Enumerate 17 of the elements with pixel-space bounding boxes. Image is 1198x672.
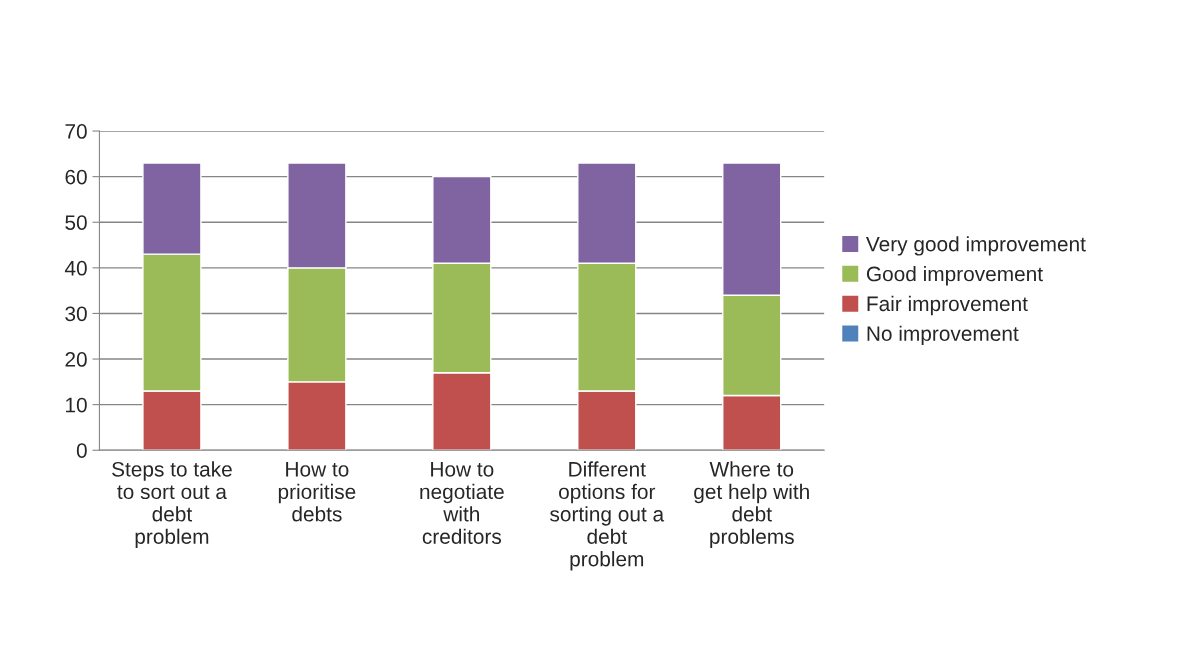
x-tick-label: Steps to take to sort out a debt problem (112, 461, 232, 549)
legend-label: No improvement (867, 325, 1019, 346)
legend-label: Fair improvement (867, 295, 1028, 316)
y-tick-label: 20 (65, 352, 87, 367)
y-tick-label: 70 (65, 124, 87, 139)
y-tick-label: 0 (76, 443, 87, 458)
x-tick-label: Where to get help with debt problems (694, 461, 809, 549)
legend-label: Very good improvement (865, 236, 1086, 256)
legend-label: Good improvement (866, 266, 1043, 286)
y-tick-label: 50 (65, 215, 87, 230)
y-tick-label: 40 (64, 260, 87, 276)
y-tick-label: 10 (66, 397, 87, 413)
y-tick-label: 60 (65, 169, 87, 185)
x-tick-label: How to prioritise debts (278, 462, 356, 522)
x-tick-label: Different options for sorting out a debt problem (550, 461, 665, 571)
x-tick-label: How to negotiate with creditors (420, 462, 504, 544)
y-tick-label: 30 (65, 306, 87, 322)
